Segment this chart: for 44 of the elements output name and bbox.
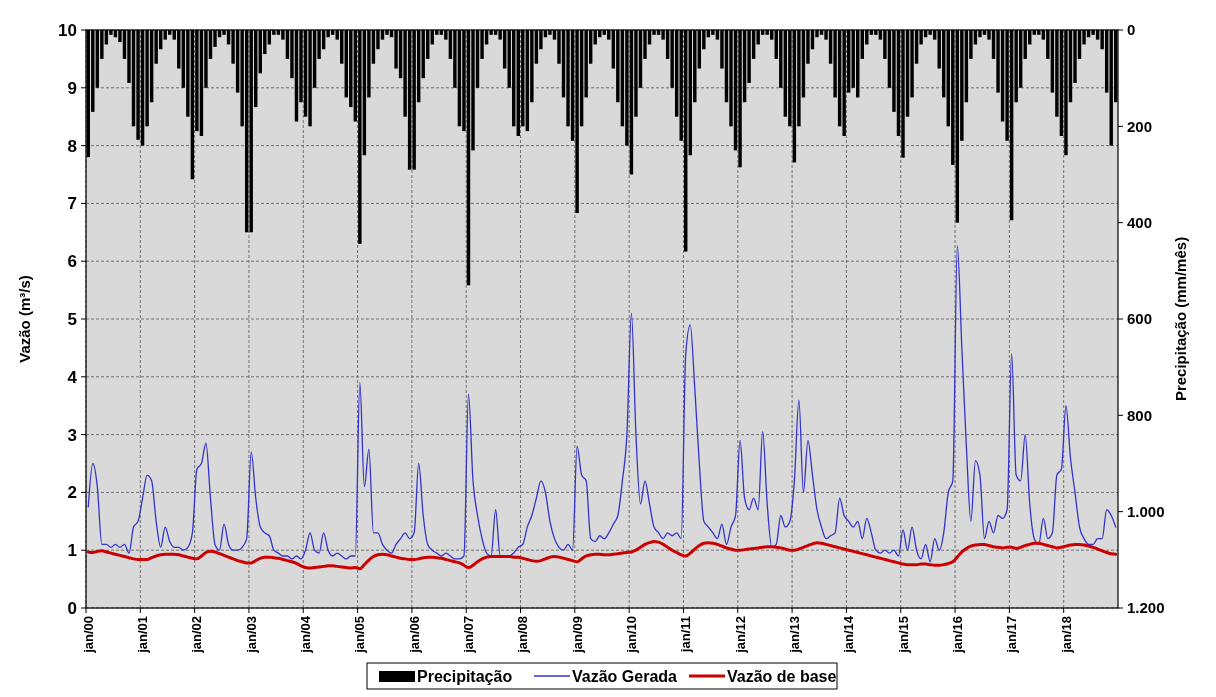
x-tick-label: jan/03 [243,616,259,654]
y-tick-label: 6 [67,252,77,272]
y2-axis-title: Precipitação (mm/mês) [1172,236,1189,402]
x-tick-label: jan/06 [406,616,422,654]
y-tick-label: 1 [67,541,77,561]
x-tick-label: jan/08 [515,616,531,654]
y2-tick-label: 1.200 [1127,599,1165,617]
line-series [87,244,1117,563]
x-tick-label: jan/04 [298,615,314,654]
x-tick-label: jan/12 [732,616,748,654]
x-tick-label: jan/13 [786,616,802,654]
line-series [86,540,1118,571]
x-tick-label: jan/18 [1058,616,1074,654]
y2-tick-label: 600 [1127,310,1153,328]
y-tick-label: 5 [67,309,77,329]
y-tick-label: 9 [67,78,77,98]
y-tick-label: 10 [58,20,77,40]
x-tick-label: jan/17 [1004,616,1020,654]
x-tick-label: jan/01 [135,616,151,654]
y2-tick-label: 800 [1127,406,1153,424]
x-tick-label: jan/07 [461,616,477,654]
x-tick-label: jan/09 [569,616,585,654]
x-tick-label: jan/00 [80,616,96,654]
y2-tick-label: 200 [1127,117,1153,135]
x-tick-label: jan/02 [189,616,205,654]
y-axis-title: Vazão (m³/s) [16,275,33,363]
y-tick-label: 8 [67,136,77,156]
legend-label: Vazão Gerada [572,667,678,685]
legend-label: Vazão de base [727,667,837,685]
y-tick-label: 7 [67,194,77,214]
y-tick-label: 3 [67,425,77,445]
legend-label: Precipitação [417,667,513,685]
x-tick-label: jan/11 [678,616,694,654]
x-tick-label: jan/15 [895,616,911,654]
x-tick-label: jan/10 [623,616,639,654]
y2-tick-label: 400 [1127,213,1153,231]
x-tick-label: jan/14 [841,615,857,654]
y2-tick-label: 1.000 [1127,502,1165,520]
y-tick-label: 4 [67,367,78,387]
x-tick-label: jan/16 [949,616,965,654]
y2-tick-label: 0 [1127,21,1136,39]
x-tick-label: jan/05 [352,616,368,654]
y-tick-label: 0 [67,598,77,618]
y-tick-label: 2 [67,483,77,503]
